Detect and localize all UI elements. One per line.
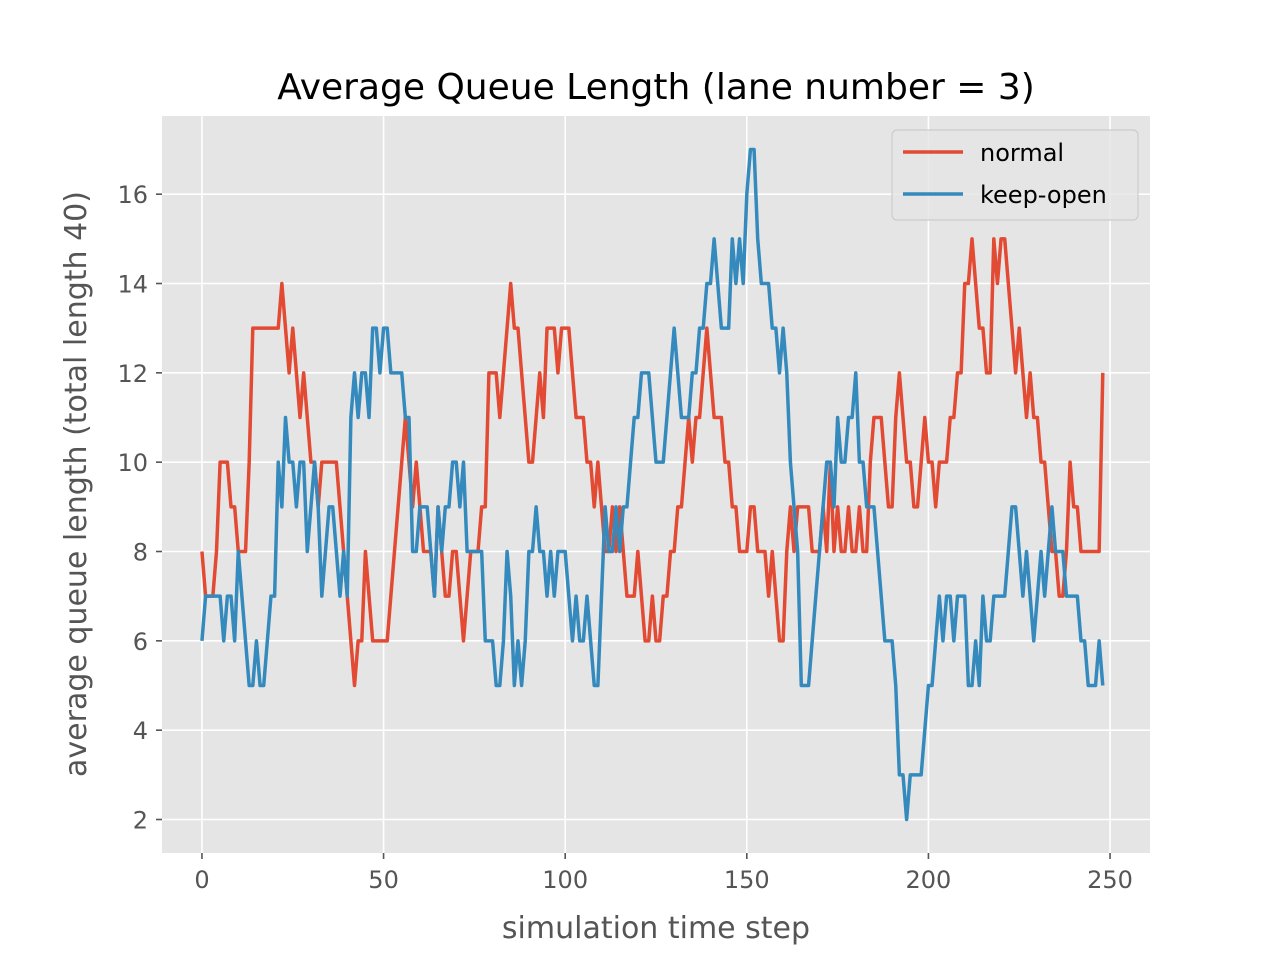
x-tick-label: 200 bbox=[906, 866, 952, 894]
legend: normal keep-open bbox=[891, 129, 1139, 221]
series-line-keep-open bbox=[200, 147, 1105, 822]
y-axis-label: average queue length (total length 40) bbox=[59, 191, 94, 777]
y-tick-label: 2 bbox=[133, 807, 148, 835]
x-axis-label: simulation time step bbox=[502, 911, 810, 946]
series-line-normal bbox=[200, 237, 1105, 688]
legend-label-normal: normal bbox=[980, 139, 1064, 167]
x-tick-label: 50 bbox=[368, 866, 399, 894]
x-tick-label: 100 bbox=[542, 866, 588, 894]
y-tick-label: 10 bbox=[117, 449, 148, 477]
x-axis-ticks: 0 50 100 150 200 250 bbox=[194, 853, 1133, 894]
y-tick-label: 6 bbox=[133, 628, 148, 656]
x-tick-label: 150 bbox=[724, 866, 770, 894]
chart-title: Average Queue Length (lane number = 3) bbox=[277, 67, 1035, 108]
x-tick-label: 250 bbox=[1087, 866, 1133, 894]
y-tick-label: 16 bbox=[117, 181, 148, 209]
y-tick-label: 12 bbox=[117, 360, 148, 388]
y-axis-ticks: 2 4 6 8 10 12 14 16 bbox=[117, 181, 162, 835]
plot-area bbox=[162, 116, 1150, 853]
legend-label-keep-open: keep-open bbox=[980, 181, 1107, 209]
x-tick-label: 0 bbox=[194, 866, 209, 894]
y-tick-label: 8 bbox=[133, 539, 148, 567]
y-tick-label: 4 bbox=[133, 717, 148, 745]
y-tick-label: 14 bbox=[117, 271, 148, 299]
series-layer bbox=[200, 147, 1105, 822]
